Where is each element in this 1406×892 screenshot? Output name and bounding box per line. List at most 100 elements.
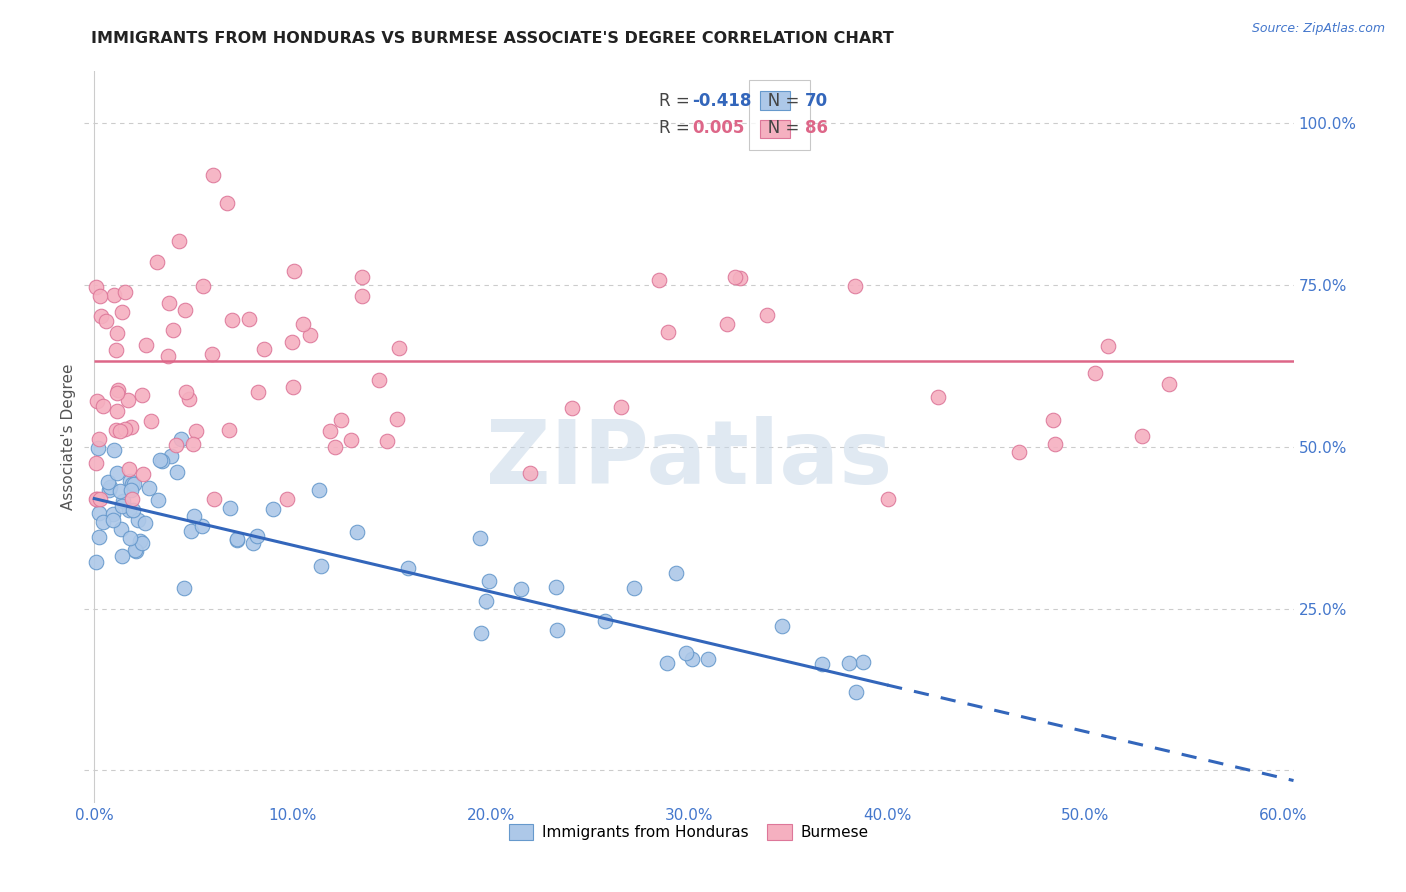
Point	[173, 303, 195, 318]
Point	[91, 399, 114, 413]
Point	[346, 525, 368, 540]
Point	[292, 317, 315, 331]
Point	[131, 535, 153, 549]
Point	[510, 582, 533, 596]
Point	[202, 491, 225, 506]
Point	[177, 392, 200, 406]
Text: Source: ZipAtlas.com: Source: ZipAtlas.com	[1251, 22, 1385, 36]
Point	[1008, 445, 1031, 459]
Point	[396, 560, 419, 574]
Point	[111, 499, 134, 513]
Point	[519, 466, 541, 480]
Text: R =: R =	[659, 92, 695, 110]
Point	[838, 656, 860, 670]
Point	[156, 349, 179, 363]
Point	[276, 491, 298, 506]
Point	[1097, 339, 1119, 353]
Point	[696, 652, 718, 666]
Text: R =: R =	[659, 119, 695, 136]
Point	[375, 434, 398, 448]
Point	[157, 296, 180, 310]
Point	[665, 566, 688, 581]
Point	[120, 419, 142, 434]
Point	[146, 492, 169, 507]
Point	[1130, 429, 1153, 443]
Text: 86: 86	[806, 119, 828, 136]
Point	[475, 594, 498, 608]
Point	[238, 312, 260, 326]
Point	[675, 646, 697, 660]
Point	[149, 452, 172, 467]
Point	[110, 522, 132, 536]
Text: 0.005: 0.005	[693, 119, 745, 136]
Point	[89, 491, 111, 506]
Point	[121, 491, 143, 506]
Point	[104, 423, 127, 437]
Point	[86, 394, 108, 409]
Point	[86, 491, 108, 506]
Point	[127, 513, 149, 527]
Point	[728, 271, 751, 285]
Point	[120, 531, 142, 545]
Point	[117, 503, 139, 517]
Point	[191, 519, 214, 533]
Point	[124, 543, 146, 558]
Point	[105, 326, 128, 340]
Point	[811, 657, 834, 672]
Point	[111, 304, 134, 318]
Point	[181, 437, 204, 451]
Point	[98, 480, 121, 494]
Point	[134, 516, 156, 530]
Point	[124, 543, 146, 558]
Point	[183, 508, 205, 523]
Point	[180, 524, 202, 539]
Point	[159, 449, 181, 463]
Point	[844, 279, 866, 293]
Point	[103, 442, 125, 457]
Point	[118, 461, 141, 475]
Point	[132, 467, 155, 482]
Point	[657, 657, 679, 671]
Point	[135, 337, 157, 351]
Point	[330, 413, 353, 427]
Point	[323, 440, 346, 454]
Point	[247, 384, 270, 399]
Point	[121, 503, 143, 517]
Point	[681, 652, 703, 666]
Point	[170, 432, 193, 446]
Point	[246, 529, 269, 543]
Y-axis label: Associate's Degree: Associate's Degree	[60, 364, 76, 510]
Point	[105, 343, 128, 357]
Point	[339, 433, 361, 447]
Point	[546, 624, 568, 638]
Point	[105, 404, 128, 418]
Point	[87, 432, 110, 446]
Point	[131, 388, 153, 402]
Point	[108, 484, 131, 499]
Point	[623, 581, 645, 595]
Point	[387, 412, 409, 426]
Point	[191, 278, 214, 293]
Point	[103, 513, 125, 527]
Point	[1045, 437, 1067, 451]
Point	[111, 494, 134, 508]
Point	[468, 532, 491, 546]
Legend: Immigrants from Honduras, Burmese: Immigrants from Honduras, Burmese	[503, 818, 875, 847]
Text: N =: N =	[752, 119, 804, 136]
Point	[876, 491, 898, 506]
Point	[845, 684, 868, 698]
Point	[117, 393, 139, 408]
Point	[108, 424, 131, 438]
Point	[121, 476, 143, 491]
Point	[226, 533, 249, 547]
Point	[105, 385, 128, 400]
Point	[253, 342, 276, 356]
Text: IMMIGRANTS FROM HONDURAS VS BURMESE ASSOCIATE'S DEGREE CORRELATION CHART: IMMIGRANTS FROM HONDURAS VS BURMESE ASSO…	[91, 31, 894, 46]
Point	[262, 501, 284, 516]
Point	[350, 289, 373, 303]
Point	[724, 269, 747, 284]
Point	[388, 341, 411, 355]
Point	[1084, 367, 1107, 381]
Point	[87, 442, 110, 456]
Point	[478, 574, 501, 588]
